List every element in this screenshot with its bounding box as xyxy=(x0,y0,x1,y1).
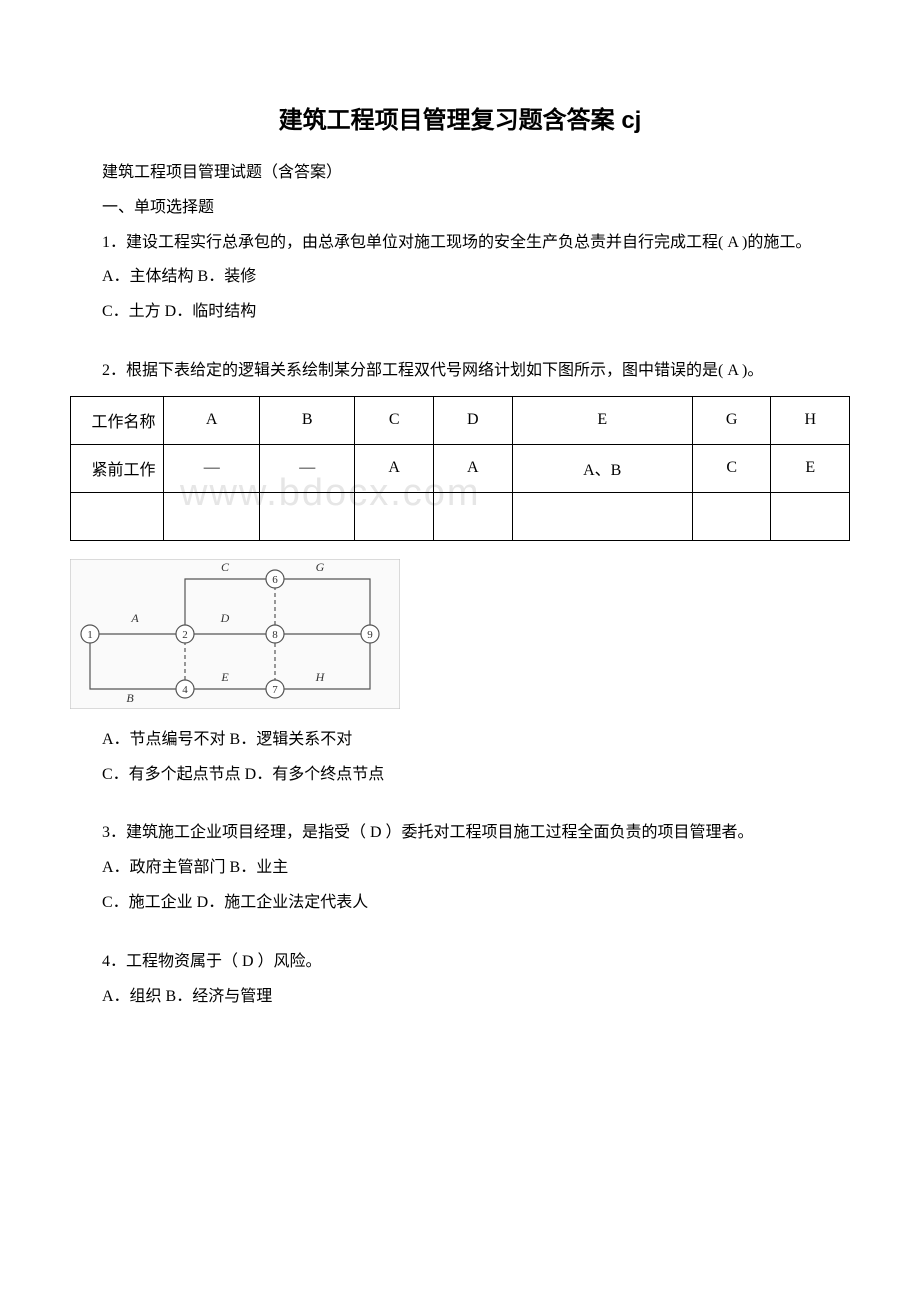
svg-text:H: H xyxy=(315,670,326,684)
svg-text:E: E xyxy=(220,670,229,684)
network-diagram: A C D B E G H 1 2 4 6 8 7 9 xyxy=(70,559,400,709)
svg-text:C: C xyxy=(221,560,230,574)
cell xyxy=(512,492,692,540)
cell xyxy=(71,492,164,540)
cell xyxy=(771,492,850,540)
svg-text:9: 9 xyxy=(367,629,373,641)
row2-label: 紧前工作 xyxy=(71,444,164,492)
q2-text: 2．根据下表给定的逻辑关系绘制某分部工程双代号网络计划如下图所示，图中错误的是(… xyxy=(70,357,850,386)
q1-text: 1．建设工程实行总承包的，由总承包单位对施工现场的安全生产负总责并自行完成工程(… xyxy=(70,229,850,258)
cell: A、B xyxy=(512,444,692,492)
spacer xyxy=(70,795,850,819)
svg-text:D: D xyxy=(220,611,230,625)
table-row xyxy=(71,492,850,540)
page-title: 建筑工程项目管理复习题含答案 cj xyxy=(70,100,850,135)
table-row: 工作名称 A B C D E G H xyxy=(71,396,850,444)
svg-text:6: 6 xyxy=(272,574,278,586)
cell: G xyxy=(692,396,771,444)
cell: B xyxy=(259,396,354,444)
cell: A xyxy=(164,396,259,444)
cell: E xyxy=(771,444,850,492)
row1-label: 工作名称 xyxy=(71,396,164,444)
q3-text: 3．建筑施工企业项目经理，是指受（ D ）委托对工程项目施工过程全面负责的项目管… xyxy=(70,819,850,848)
spacer xyxy=(70,924,850,948)
svg-text:B: B xyxy=(126,691,134,705)
cell xyxy=(259,492,354,540)
q2-diagram: A C D B E G H 1 2 4 6 8 7 9 xyxy=(70,559,850,714)
spacer xyxy=(70,333,850,357)
cell xyxy=(433,492,512,540)
svg-text:7: 7 xyxy=(272,684,278,696)
cell: C xyxy=(355,396,434,444)
q4-text: 4．工程物资属于（ D ）风险。 xyxy=(70,948,850,977)
table-row: 紧前工作 — — A A A、B C E xyxy=(71,444,850,492)
cell: A xyxy=(433,444,512,492)
q2-options-cd: C．有多个起点节点 D．有多个终点节点 xyxy=(70,761,850,790)
q4-options-ab: A．组织 B．经济与管理 xyxy=(70,983,850,1012)
cell: D xyxy=(433,396,512,444)
cell xyxy=(355,492,434,540)
svg-text:G: G xyxy=(316,560,325,574)
subtitle: 建筑工程项目管理试题（含答案） xyxy=(70,159,850,188)
svg-text:A: A xyxy=(130,611,139,625)
q1-options-ab: A．主体结构 B．装修 xyxy=(70,263,850,292)
svg-text:1: 1 xyxy=(87,629,93,641)
svg-text:4: 4 xyxy=(182,684,188,696)
cell xyxy=(164,492,259,540)
svg-text:8: 8 xyxy=(272,629,278,641)
cell: — xyxy=(259,444,354,492)
svg-text:2: 2 xyxy=(182,629,188,641)
cell: E xyxy=(512,396,692,444)
section-heading: 一、单项选择题 xyxy=(70,194,850,223)
q2-options-ab: A．节点编号不对 B．逻辑关系不对 xyxy=(70,726,850,755)
cell: A xyxy=(355,444,434,492)
q2-table: 工作名称 A B C D E G H 紧前工作 — — A A A、B C E xyxy=(70,396,850,541)
cell: — xyxy=(164,444,259,492)
q3-options-ab: A．政府主管部门 B．业主 xyxy=(70,854,850,883)
cell: C xyxy=(692,444,771,492)
q3-options-cd: C．施工企业 D．施工企业法定代表人 xyxy=(70,889,850,918)
cell xyxy=(692,492,771,540)
cell: H xyxy=(771,396,850,444)
q1-options-cd: C．土方 D．临时结构 xyxy=(70,298,850,327)
